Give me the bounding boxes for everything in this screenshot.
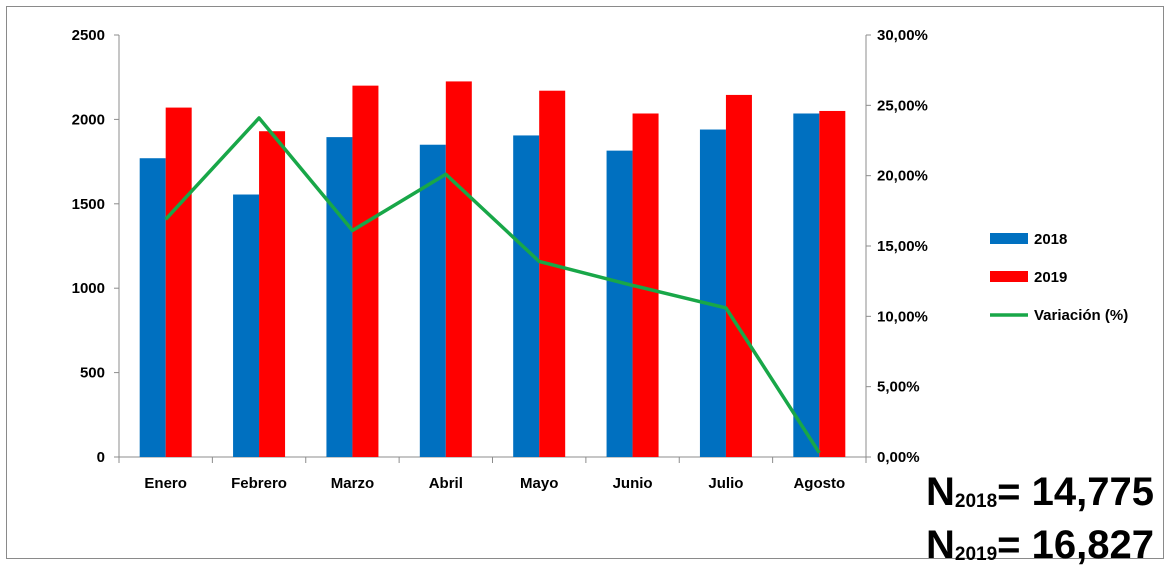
bar-2018-enero bbox=[140, 158, 166, 457]
n-2019-year: 2019 bbox=[955, 544, 997, 565]
x-tick-label: Agosto bbox=[793, 475, 845, 492]
n-2018-letter: N bbox=[926, 470, 955, 514]
bar-2019-enero bbox=[166, 108, 192, 457]
bar-2018-junio bbox=[607, 151, 633, 457]
y-left-tick-label: 0 bbox=[97, 449, 105, 466]
bar-2019-febrero bbox=[259, 131, 285, 457]
n-2018-year: 2018 bbox=[955, 491, 997, 512]
y-right-tick-label: 30,00% bbox=[877, 27, 928, 44]
y-right-tick-label: 10,00% bbox=[877, 308, 928, 325]
x-tick-label: Enero bbox=[144, 475, 187, 492]
x-tick-label: Mayo bbox=[520, 475, 558, 492]
n-2019-value: = 16,827 bbox=[997, 523, 1154, 567]
n-2019-letter: N bbox=[926, 523, 955, 567]
y-left-tick-label: 2500 bbox=[72, 27, 105, 44]
n-2018-value: = 14,775 bbox=[997, 470, 1154, 514]
n-2019-annotation: N2019= 16,827 bbox=[926, 525, 1154, 565]
bar-2018-julio bbox=[700, 130, 726, 457]
y-left-tick-label: 1500 bbox=[72, 196, 105, 213]
x-tick-label: Julio bbox=[708, 475, 743, 492]
legend-swatch-0 bbox=[990, 233, 1028, 244]
legend-label-2: Variación (%) bbox=[1034, 307, 1128, 324]
bar-2018-febrero bbox=[233, 195, 259, 457]
y-right-tick-label: 0,00% bbox=[877, 449, 920, 466]
bar-2019-mayo bbox=[539, 91, 565, 457]
bar-2018-agosto bbox=[793, 113, 819, 457]
legend-label-1: 2019 bbox=[1034, 269, 1067, 286]
bar-2019-abril bbox=[446, 81, 472, 457]
y-right-tick-label: 20,00% bbox=[877, 168, 928, 185]
y-left-tick-label: 500 bbox=[80, 365, 105, 382]
legend-swatch-1 bbox=[990, 271, 1028, 282]
y-left-tick-label: 2000 bbox=[72, 111, 105, 128]
legend-label-0: 2018 bbox=[1034, 231, 1067, 248]
y-right-tick-label: 25,00% bbox=[877, 97, 928, 114]
bar-2018-mayo bbox=[513, 135, 539, 457]
y-right-tick-label: 5,00% bbox=[877, 379, 920, 396]
x-tick-label: Febrero bbox=[231, 475, 287, 492]
n-2018-annotation: N2018= 14,775 bbox=[926, 472, 1154, 512]
x-tick-label: Junio bbox=[613, 475, 653, 492]
bar-2019-marzo bbox=[352, 86, 378, 457]
x-tick-label: Marzo bbox=[331, 475, 374, 492]
x-tick-label: Abril bbox=[429, 475, 463, 492]
bar-2019-agosto bbox=[819, 111, 845, 457]
y-left-tick-label: 1000 bbox=[72, 280, 105, 297]
y-right-tick-label: 15,00% bbox=[877, 238, 928, 255]
bar-2018-marzo bbox=[326, 137, 352, 457]
bar-2018-abril bbox=[420, 145, 446, 457]
bar-2019-julio bbox=[726, 95, 752, 457]
